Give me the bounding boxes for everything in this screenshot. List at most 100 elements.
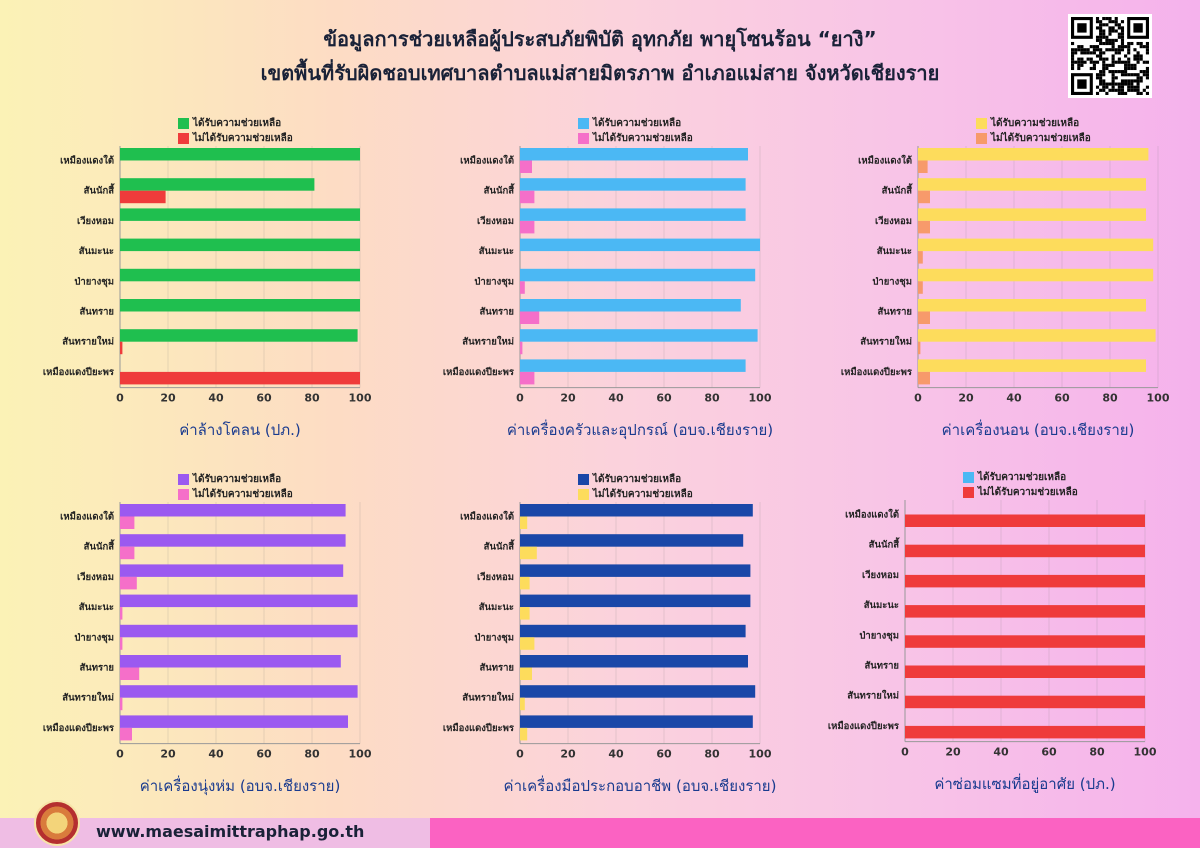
qr-module <box>1133 79 1137 83</box>
qr-module <box>1077 60 1081 64</box>
bar-not-received <box>120 697 123 711</box>
bar-not-received <box>520 190 535 204</box>
qr-module <box>1145 45 1149 49</box>
bar-not-received <box>918 220 930 234</box>
bar-received <box>918 178 1146 191</box>
qr-finder <box>1133 23 1143 33</box>
legend-item: ได้รับความช่วยเหลือ <box>976 116 1091 131</box>
qr-module <box>1120 91 1125 95</box>
bar-received <box>918 268 1154 282</box>
bar-received <box>918 299 1146 312</box>
qr-module <box>1130 63 1134 67</box>
qr-module <box>1095 48 1100 52</box>
chart-svg: 0 20 40 60 80 100 เหมืองแดงใต้สันนักสี้เวียงหอ… <box>43 502 372 761</box>
legend-label: ได้รับความช่วยเหลือ <box>593 118 682 129</box>
qr-module <box>1124 54 1128 58</box>
qr-module <box>1145 41 1149 46</box>
website-link[interactable]: www.maesaimittraphap.go.th <box>96 822 365 841</box>
qr-module <box>1108 29 1112 33</box>
qr-module <box>1105 35 1109 39</box>
qr-module <box>1120 35 1125 39</box>
qr-module <box>1099 26 1103 30</box>
qr-module <box>1099 41 1103 46</box>
qr-module <box>1092 63 1096 67</box>
qr-module <box>1130 85 1134 89</box>
qr-module <box>1102 57 1106 61</box>
qr-module <box>1108 88 1112 92</box>
legend-swatch <box>178 489 189 500</box>
qr-module <box>1111 60 1115 64</box>
qr-module <box>1145 48 1149 52</box>
qr-module <box>1071 41 1075 46</box>
legend-item: ไม่ได้รับความช่วยเหลือ <box>578 131 693 146</box>
qr-module <box>1099 23 1103 27</box>
y-category-label: สันทราย <box>479 307 514 318</box>
chart-caption: ค่าเครื่องนุ่งห่ม (อบจ.เชียงราย) <box>139 776 341 795</box>
bar-received <box>120 564 344 577</box>
x-tick-label: 60 <box>656 748 672 761</box>
chart-svg: 0 20 40 60 80 100 เหมืองแดงใต้สันนักสี้เวียงหอ… <box>828 500 1157 759</box>
qr-module <box>1130 41 1134 46</box>
qr-module <box>1095 54 1100 58</box>
qr-module <box>1145 60 1149 64</box>
x-tick-label: 80 <box>304 748 320 761</box>
bar-received <box>120 504 346 517</box>
qr-module <box>1111 48 1115 52</box>
qr-module <box>1139 70 1143 74</box>
chart-caption: ค่าเครื่องครัวและอุปกรณ์ (อบจ.เชียงราย) <box>506 420 774 439</box>
qr-module <box>1136 54 1140 58</box>
bar-not-received <box>520 160 532 173</box>
x-tick-label: 60 <box>256 392 272 405</box>
qr-module <box>1099 35 1103 39</box>
qr-module <box>1105 85 1109 89</box>
bar-not-received <box>520 220 535 234</box>
bar-received <box>520 178 746 191</box>
y-category-label: เหมืองแดงใต้ <box>60 155 114 167</box>
qr-module <box>1111 38 1115 42</box>
qr-module <box>1117 70 1121 74</box>
y-category-label: เวียงหอม <box>875 215 912 227</box>
legend-label: ได้รับความช่วยเหลือ <box>193 118 282 129</box>
footer-right-band <box>430 818 1200 848</box>
bar-not-received <box>520 341 523 355</box>
qr-module <box>1111 63 1115 67</box>
legend-item: ไม่ได้รับความช่วยเหลือ <box>578 487 693 502</box>
qr-module <box>1139 76 1143 80</box>
qr-module <box>1117 32 1121 36</box>
legend-label: ไม่ได้รับความช่วยเหลือ <box>193 489 293 500</box>
qr-module <box>1080 60 1084 64</box>
legend-label: ไม่ได้รับความช่วยเหลือ <box>978 487 1078 498</box>
qr-module <box>1089 60 1093 64</box>
chart-legend: ได้รับความช่วยเหลือ ไม่ได้รับความช่วยเหลื… <box>578 472 693 502</box>
y-category-label: ป่ายางชุม <box>872 275 912 287</box>
qr-module <box>1105 57 1109 61</box>
bar-received <box>120 238 360 252</box>
bar-not-received <box>520 727 528 741</box>
qr-module <box>1095 38 1100 42</box>
qr-module <box>1145 51 1149 55</box>
chart-svg: 0 20 40 60 80 100 เหมืองแดงใต้สันนักสี้เวียงหอ… <box>43 146 372 405</box>
qr-module <box>1102 17 1106 21</box>
bar-received <box>918 238 1154 252</box>
qr-module <box>1071 63 1075 67</box>
legend-swatch <box>578 474 589 485</box>
qr-module <box>1120 88 1125 92</box>
y-category-label: ป่ายางชุม <box>474 275 514 287</box>
y-category-label: สันทรายใหม่ <box>62 336 114 348</box>
qr-module <box>1108 26 1112 30</box>
qr-module <box>1114 38 1118 42</box>
qr-module <box>1130 66 1134 71</box>
bar-not-received <box>120 371 360 385</box>
bar-not-received <box>918 160 928 173</box>
qr-module <box>1102 32 1106 36</box>
legend-label: ได้รับความช่วยเหลือ <box>991 118 1080 129</box>
bar-received <box>520 685 756 698</box>
y-category-label: สันทราย <box>877 307 912 318</box>
qr-module <box>1080 63 1084 67</box>
qr-module <box>1117 57 1121 61</box>
chart-caption: ค่าเครื่องนอน (อบจ.เชียงราย) <box>941 420 1135 439</box>
qr-module <box>1117 35 1121 39</box>
qr-code-icon[interactable] <box>1068 14 1152 98</box>
bar-not-received <box>120 667 140 680</box>
qr-module <box>1071 60 1075 64</box>
